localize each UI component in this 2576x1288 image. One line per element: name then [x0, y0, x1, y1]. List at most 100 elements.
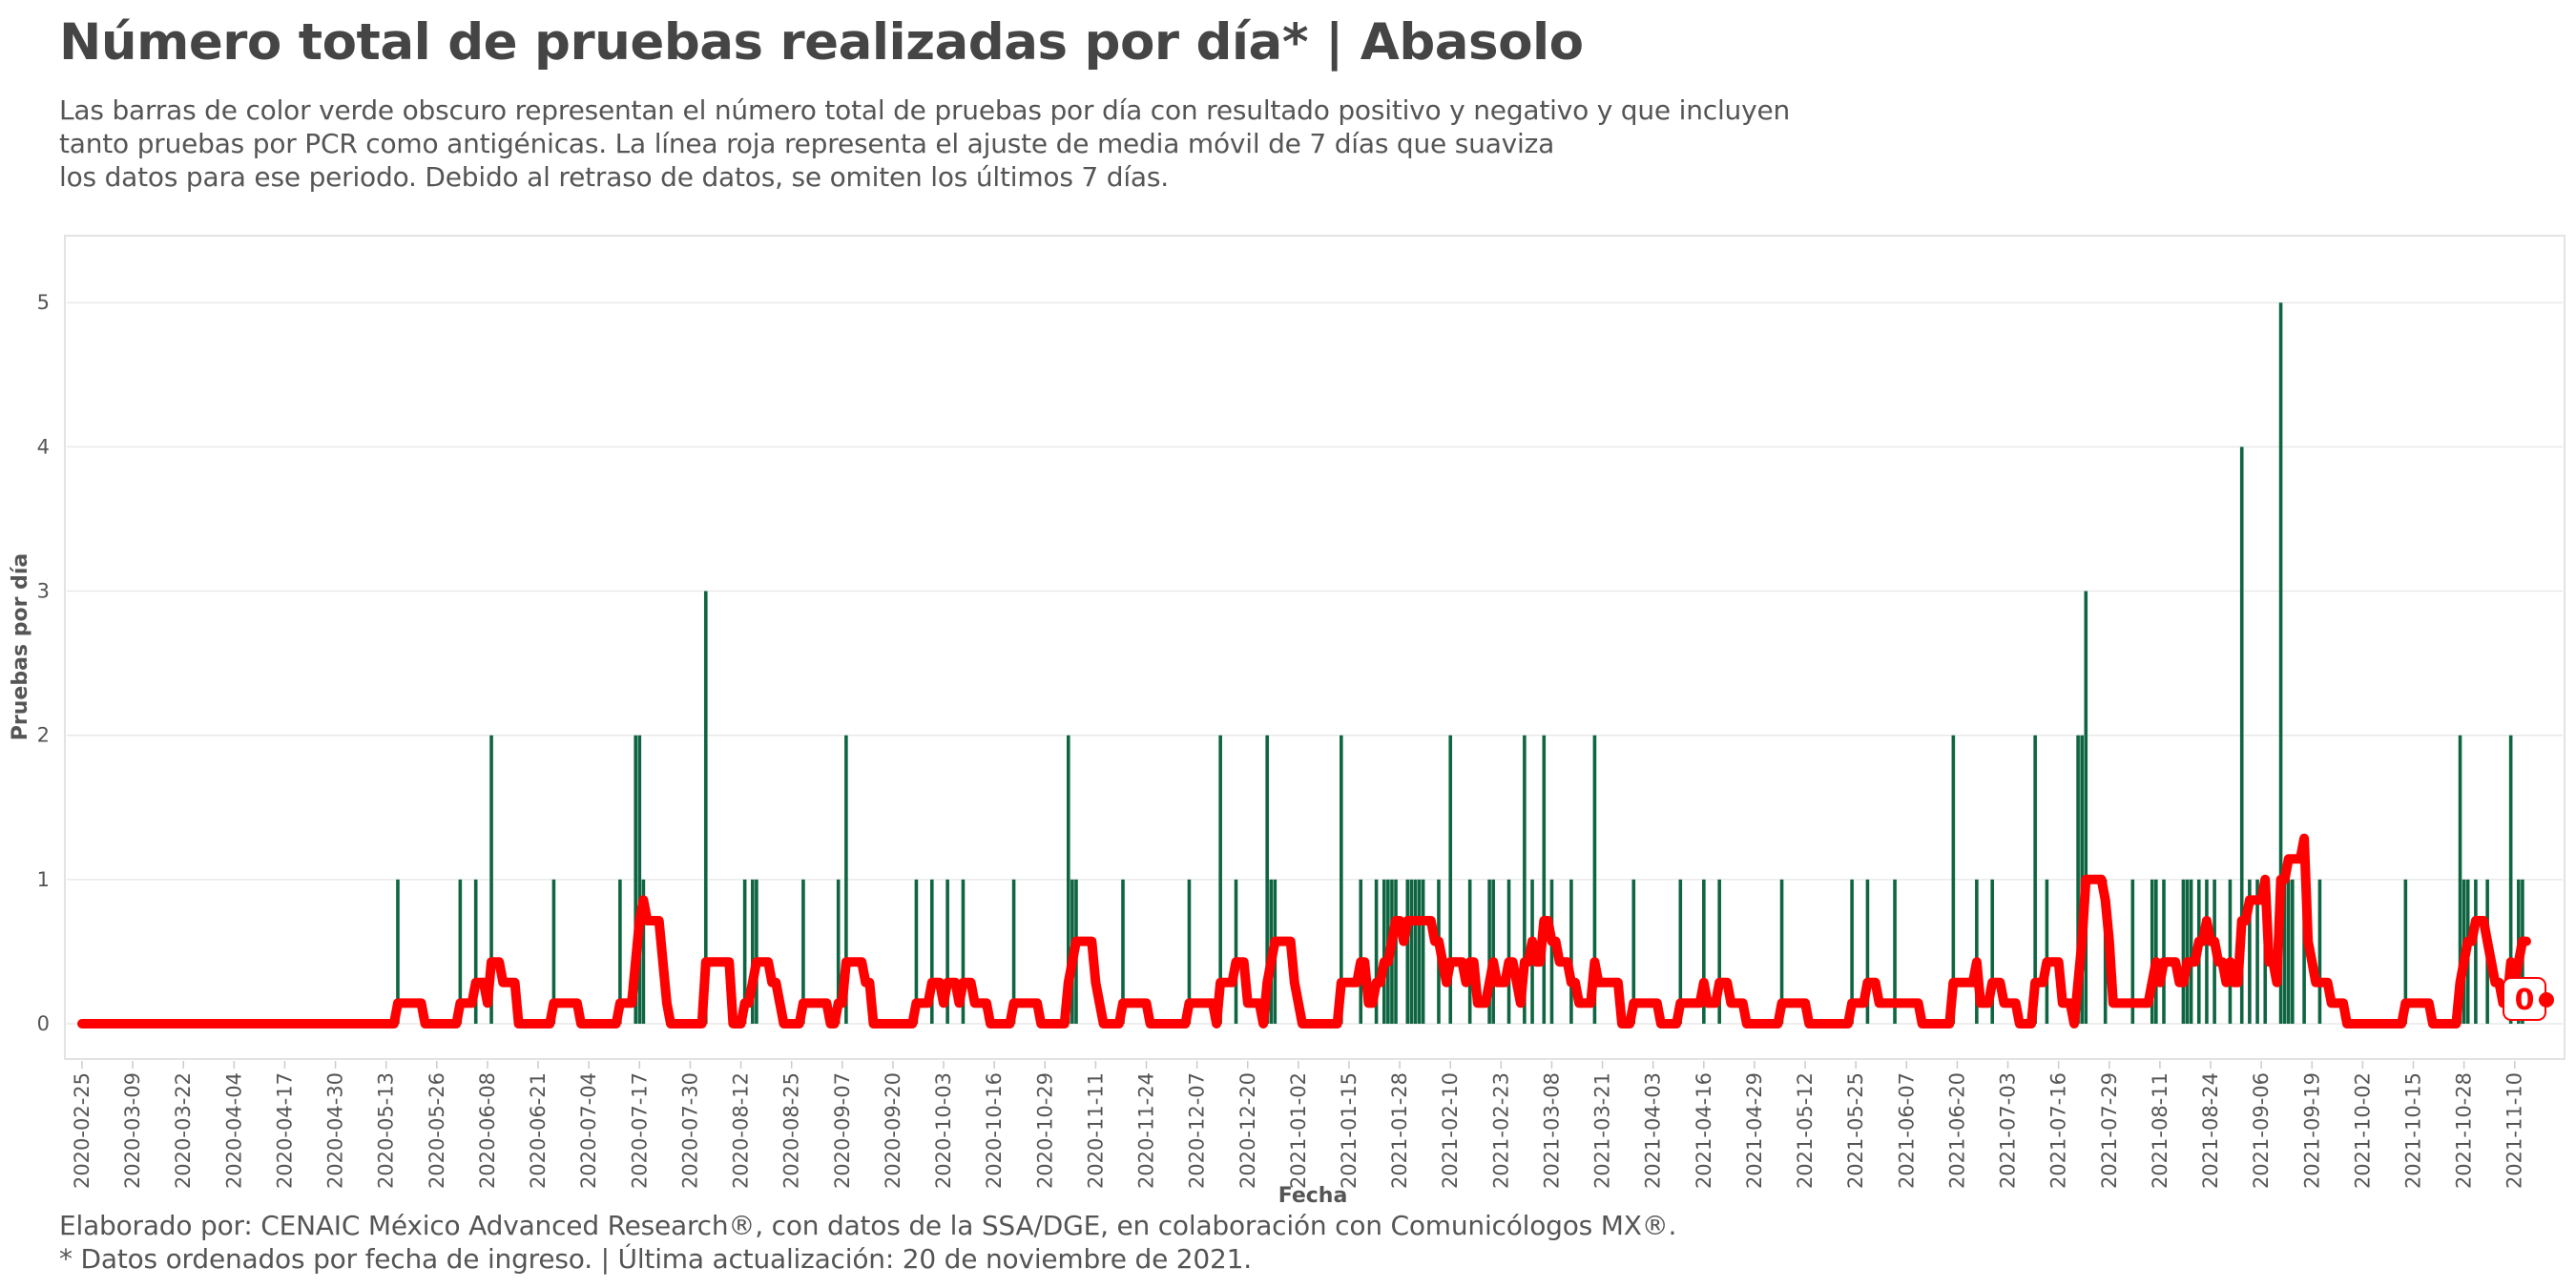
- x-tick-label: 2020-11-11: [1084, 1072, 1107, 1189]
- x-tick-label: 2020-07-30: [678, 1072, 701, 1189]
- bar: [1394, 879, 1398, 1024]
- bar: [2150, 879, 2154, 1024]
- bar: [1234, 879, 1238, 1024]
- bar: [1717, 879, 1721, 1024]
- x-tick-label: 2021-07-29: [2098, 1072, 2121, 1189]
- bar: [1850, 879, 1854, 1024]
- x-tick-label: 2021-06-07: [1895, 1072, 1918, 1189]
- bar: [641, 879, 646, 1024]
- bar: [2302, 879, 2306, 1024]
- bar: [1381, 879, 1386, 1024]
- y-tick-label: 2: [37, 724, 50, 747]
- x-tick-label: 2021-04-03: [1642, 1072, 1665, 1189]
- end-point-marker: [2539, 992, 2554, 1008]
- x-tick-label: 2020-10-03: [932, 1072, 955, 1189]
- bar: [2255, 879, 2259, 1024]
- end-label-text: 0: [2515, 984, 2535, 1017]
- bar: [2286, 879, 2291, 1024]
- bar: [2033, 735, 2037, 1024]
- bar: [2130, 879, 2135, 1024]
- bar: [1893, 879, 1897, 1024]
- bar: [945, 879, 949, 1024]
- bar: [1631, 879, 1636, 1024]
- bar: [2084, 591, 2088, 1024]
- chart-title: Número total de pruebas realizadas por d…: [59, 13, 1584, 72]
- y-tick-label: 4: [37, 435, 50, 458]
- x-tick-label: 2021-03-21: [1591, 1072, 1614, 1189]
- bar: [1374, 879, 1379, 1024]
- bar: [1569, 879, 1573, 1024]
- x-tick-label: 2021-02-10: [1439, 1072, 1462, 1189]
- x-tick-label: 2021-01-28: [1388, 1072, 1411, 1189]
- bar: [742, 879, 747, 1024]
- x-tick-label: 2020-12-20: [1236, 1072, 1259, 1189]
- x-tick-label: 2021-10-02: [2351, 1072, 2374, 1189]
- bar: [1951, 735, 1956, 1024]
- x-tick-label: 2020-08-25: [780, 1072, 803, 1189]
- bar: [1702, 879, 1706, 1024]
- x-tick-label: 2021-02-23: [1489, 1072, 1512, 1189]
- bar: [2189, 879, 2193, 1024]
- bar: [1542, 735, 1547, 1024]
- bar: [551, 879, 556, 1024]
- x-axis-title: Fecha: [1278, 1184, 1348, 1208]
- bar: [1417, 879, 1422, 1024]
- bar: [2458, 735, 2462, 1024]
- x-tick-label: 2021-04-29: [1743, 1072, 1766, 1189]
- bar: [2403, 879, 2408, 1024]
- line-end-label-group: 0: [2503, 977, 2554, 1021]
- bar: [1011, 879, 1016, 1024]
- x-tick-label: 2021-05-25: [1844, 1072, 1867, 1189]
- x-tick-label: 2021-03-08: [1540, 1072, 1563, 1189]
- bar: [914, 879, 919, 1024]
- bar: [2291, 879, 2295, 1024]
- x-tick-label: 2020-03-09: [121, 1072, 144, 1189]
- x-tick-label: 2020-06-21: [527, 1072, 550, 1189]
- bar: [1678, 879, 1683, 1024]
- x-tick-label: 2021-01-15: [1338, 1072, 1361, 1189]
- chart-caption: Elaborado por: CENAIC México Advanced Re…: [59, 1210, 1677, 1275]
- x-tick-label: 2021-01-02: [1287, 1072, 1310, 1189]
- y-axis-title: Pruebas por día: [9, 553, 32, 740]
- bar: [2154, 879, 2158, 1024]
- x-tick-label: 2021-11-10: [2503, 1072, 2526, 1189]
- bar: [2076, 735, 2080, 1024]
- x-tick-label: 2020-02-25: [71, 1072, 93, 1189]
- x-tick-label: 2021-06-20: [1945, 1072, 1968, 1189]
- y-tick-label: 3: [37, 580, 50, 603]
- x-tick-label: 2020-06-08: [476, 1072, 499, 1189]
- x-tick-label: 2020-05-13: [375, 1072, 398, 1189]
- x-tick-label: 2021-09-06: [2250, 1072, 2273, 1189]
- bar: [2282, 879, 2287, 1024]
- x-tick-label: 2020-11-24: [1135, 1072, 1158, 1189]
- bar: [618, 879, 622, 1024]
- chart-subtitle: Las barras de color verde obscuro repres…: [59, 94, 1791, 193]
- x-tick-label: 2020-09-20: [882, 1072, 904, 1189]
- bar: [1409, 879, 1414, 1024]
- x-tick-label: 2021-04-16: [1693, 1072, 1715, 1189]
- bar: [1975, 879, 1979, 1024]
- x-tick-label: 2021-09-19: [2300, 1072, 2323, 1189]
- bar: [1491, 879, 1495, 1024]
- bar: [1487, 879, 1491, 1024]
- bar: [1359, 879, 1363, 1024]
- bar: [2162, 879, 2166, 1024]
- bar: [703, 591, 708, 1024]
- bar: [1218, 735, 1222, 1024]
- bar: [2045, 879, 2049, 1024]
- x-tick-label: 2020-04-04: [222, 1072, 245, 1189]
- bar: [1506, 879, 1511, 1024]
- bar: [1413, 879, 1418, 1024]
- bar: [2317, 879, 2322, 1024]
- bar: [396, 879, 400, 1024]
- x-tick-label: 2020-07-04: [577, 1072, 600, 1189]
- bar: [1549, 879, 1554, 1024]
- x-tick-label: 2020-04-17: [273, 1072, 296, 1189]
- bar: [2474, 879, 2478, 1024]
- bar: [929, 879, 934, 1024]
- bar: [801, 879, 805, 1024]
- bar: [1187, 879, 1192, 1024]
- x-tick-label: 2020-10-29: [1033, 1072, 1056, 1189]
- moving-average-line: [77, 833, 2531, 1028]
- x-tick-label: 2020-09-07: [831, 1072, 854, 1189]
